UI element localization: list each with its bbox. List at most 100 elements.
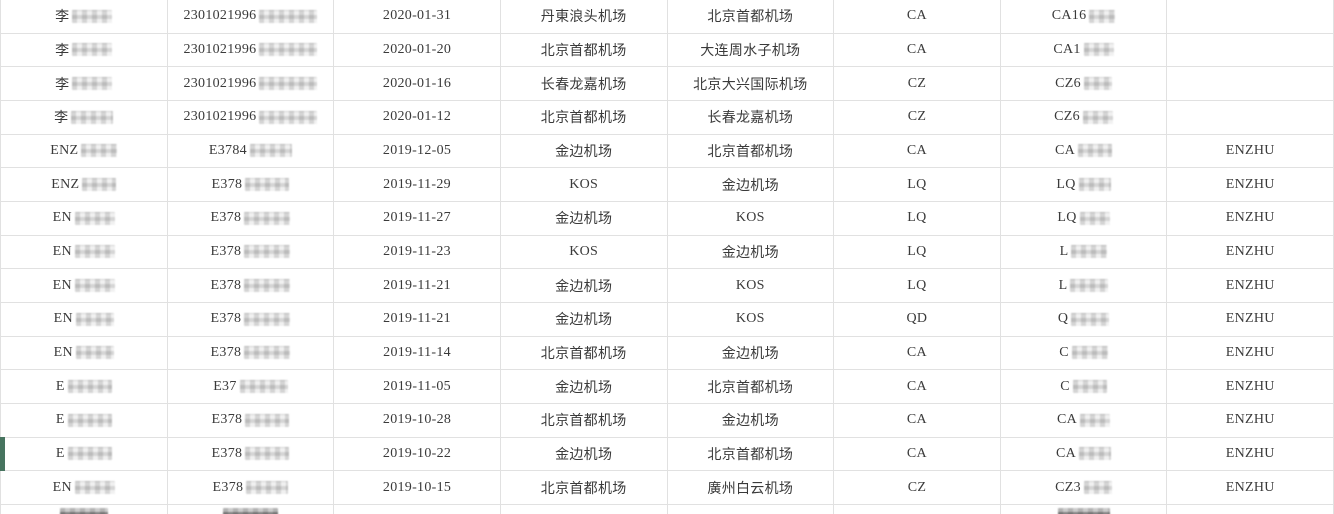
table-row[interactable]: E E37 2019-11-05 金边机场 北京首都机场 CA C ENZHU — [0, 370, 1334, 404]
cell-id-number[interactable]: E378 — [166, 437, 334, 471]
cell-airline-code[interactable]: CA — [833, 437, 1000, 471]
cell-id-number[interactable]: E37 — [166, 370, 334, 403]
cell-airline-code[interactable]: LQ — [833, 201, 1000, 235]
cell-arrival-airport[interactable]: 金边机场 — [666, 235, 834, 269]
cell-flight-date[interactable]: 2019-12-05 — [333, 134, 500, 168]
table-row[interactable]: 李 2301021996 2020-01-31 丹東浪头机场 北京首都机场 CA CA16 — [0, 0, 1334, 34]
cell-id-number[interactable]: E3784 — [166, 134, 334, 168]
cell-arrival-airport[interactable]: 北京大兴国际机场 — [666, 67, 834, 100]
table-row-partial[interactable] — [0, 504, 1334, 514]
cell-arrival-airport[interactable]: 金边机场 — [666, 336, 834, 370]
cell-passenger-tag[interactable]: ENZHU — [1166, 403, 1334, 437]
table-row[interactable]: 李 2301021996 2020-01-16 长春龙嘉机场 北京大兴国际机场 CZ CZ6 — [0, 67, 1334, 101]
cell-arrival-airport[interactable]: 北京首都机场 — [666, 370, 834, 403]
cell-departure-airport[interactable]: KOS — [499, 168, 667, 201]
cell-name[interactable]: 李 — [0, 67, 167, 100]
cell-arrival-airport[interactable]: 金边机场 — [666, 403, 834, 437]
cell-id-number[interactable]: 2301021996 — [166, 100, 334, 134]
cell-flight-date[interactable]: 2019-11-23 — [333, 235, 500, 269]
cell-id-number[interactable]: 2301021996 — [166, 67, 334, 100]
table-row[interactable]: EN E378 2019-11-27 金边机场 KOS LQ LQ ENZHU — [0, 201, 1334, 236]
cell-flight-date[interactable]: 2019-10-15 — [333, 471, 500, 504]
cell-flight-number[interactable]: C — [999, 336, 1167, 370]
cell-departure-airport[interactable]: 丹東浪头机场 — [499, 0, 667, 33]
cell-departure-airport[interactable]: 金边机场 — [499, 437, 667, 471]
table-row[interactable]: 李 2301021996 2020-01-12 北京首都机场 长春龙嘉机场 CZ CZ6 — [0, 100, 1334, 135]
cell-id-number[interactable]: E378 — [166, 201, 334, 235]
cell-id-number[interactable]: E378 — [166, 302, 334, 336]
table-row[interactable]: EN E378 2019-11-21 金边机场 KOS QD Q ENZHU — [0, 302, 1334, 337]
cell-passenger-tag[interactable]: ENZHU — [1166, 235, 1334, 269]
cell-departure-airport[interactable]: 北京首都机场 — [499, 471, 667, 504]
cell-airline-code[interactable]: CZ — [833, 471, 1000, 504]
table-row[interactable]: EN E378 2019-11-14 北京首都机场 金边机场 CA C ENZHU — [0, 336, 1334, 371]
cell-arrival-airport[interactable]: KOS — [666, 201, 834, 235]
cell-airline-code[interactable]: CA — [833, 403, 1000, 437]
cell-name[interactable]: EN — [0, 471, 167, 504]
cell-departure-airport[interactable]: 北京首都机场 — [499, 336, 667, 370]
cell-airline-code[interactable]: CA — [833, 134, 1000, 168]
cell-name[interactable]: 李 — [0, 33, 167, 67]
cell-id-number[interactable]: E378 — [166, 269, 334, 302]
cell-name[interactable]: 李 — [0, 0, 167, 33]
cell-arrival-airport[interactable]: 北京首都机场 — [666, 134, 834, 168]
table-row[interactable]: EN E378 2019-10-15 北京首都机场 廣州白云机场 CZ CZ3 ENZHU — [0, 471, 1334, 505]
cell-id-number[interactable]: E378 — [166, 403, 334, 437]
cell-flight-number[interactable]: Q — [999, 302, 1167, 336]
cell-name[interactable]: EN — [0, 269, 167, 302]
cell-airline-code[interactable]: CA — [833, 0, 1000, 33]
cell-passenger-tag[interactable] — [1166, 504, 1334, 514]
cell-flight-date[interactable]: 2019-11-27 — [333, 201, 500, 235]
cell-airline-code[interactable]: QD — [833, 302, 1000, 336]
cell-flight-date[interactable]: 2019-11-21 — [333, 269, 500, 302]
cell-flight-date[interactable] — [333, 504, 500, 514]
cell-id-number[interactable]: E378 — [166, 471, 334, 504]
cell-flight-date[interactable]: 2019-10-22 — [333, 437, 500, 471]
cell-name[interactable]: E — [0, 403, 167, 437]
cell-id-number[interactable] — [166, 504, 334, 514]
table-row[interactable]: E E378 2019-10-22 金边机场 北京首都机场 CA CA ENZHU — [0, 436, 1334, 472]
cell-flight-number[interactable]: CZ6 — [999, 100, 1167, 134]
cell-passenger-tag[interactable] — [1166, 67, 1334, 100]
cell-passenger-tag[interactable]: ENZHU — [1166, 201, 1334, 235]
cell-name[interactable]: EN — [0, 302, 167, 336]
cell-name[interactable]: 李 — [0, 100, 167, 134]
cell-passenger-tag[interactable]: ENZHU — [1166, 134, 1334, 168]
cell-airline-code[interactable] — [833, 504, 1000, 514]
cell-name[interactable]: ENZ — [0, 134, 167, 168]
cell-flight-date[interactable]: 2019-11-29 — [333, 168, 500, 201]
cell-airline-code[interactable]: CZ — [833, 100, 1000, 134]
cell-flight-number[interactable]: CA — [999, 437, 1167, 471]
cell-flight-number[interactable]: CZ3 — [999, 471, 1167, 504]
cell-arrival-airport[interactable]: 长春龙嘉机场 — [666, 100, 834, 134]
cell-flight-date[interactable]: 2019-10-28 — [333, 403, 500, 437]
cell-passenger-tag[interactable]: ENZHU — [1166, 471, 1334, 504]
cell-id-number[interactable]: 2301021996 — [166, 33, 334, 67]
cell-passenger-tag[interactable] — [1166, 100, 1334, 134]
table-row[interactable]: 李 2301021996 2020-01-20 北京首都机场 大连周水子机场 CA CA1 — [0, 33, 1334, 68]
cell-airline-code[interactable]: CZ — [833, 67, 1000, 100]
cell-passenger-tag[interactable]: ENZHU — [1166, 269, 1334, 302]
cell-flight-date[interactable]: 2020-01-20 — [333, 33, 500, 67]
cell-airline-code[interactable]: CA — [833, 336, 1000, 370]
cell-flight-number[interactable]: L — [999, 235, 1167, 269]
cell-name[interactable]: EN — [0, 336, 167, 370]
cell-flight-number[interactable]: CA16 — [999, 0, 1167, 33]
cell-flight-number[interactable]: CZ6 — [999, 67, 1167, 100]
cell-departure-airport[interactable]: 金边机场 — [499, 302, 667, 336]
cell-airline-code[interactable]: CA — [833, 33, 1000, 67]
cell-id-number[interactable]: E378 — [166, 235, 334, 269]
cell-passenger-tag[interactable]: ENZHU — [1166, 437, 1334, 471]
cell-flight-number[interactable]: LQ — [999, 201, 1167, 235]
table-row[interactable]: E E378 2019-10-28 北京首都机场 金边机场 CA CA ENZHU — [0, 403, 1334, 438]
cell-airline-code[interactable]: LQ — [833, 269, 1000, 302]
cell-arrival-airport[interactable]: KOS — [666, 302, 834, 336]
cell-airline-code[interactable]: CA — [833, 370, 1000, 403]
cell-arrival-airport[interactable] — [666, 504, 834, 514]
cell-departure-airport[interactable]: 长春龙嘉机场 — [499, 67, 667, 100]
cell-name[interactable]: ENZ — [0, 168, 167, 201]
cell-passenger-tag[interactable] — [1166, 0, 1334, 33]
cell-id-number[interactable]: E378 — [166, 168, 334, 201]
cell-departure-airport[interactable]: 金边机场 — [499, 201, 667, 235]
cell-name[interactable]: EN — [0, 235, 167, 269]
